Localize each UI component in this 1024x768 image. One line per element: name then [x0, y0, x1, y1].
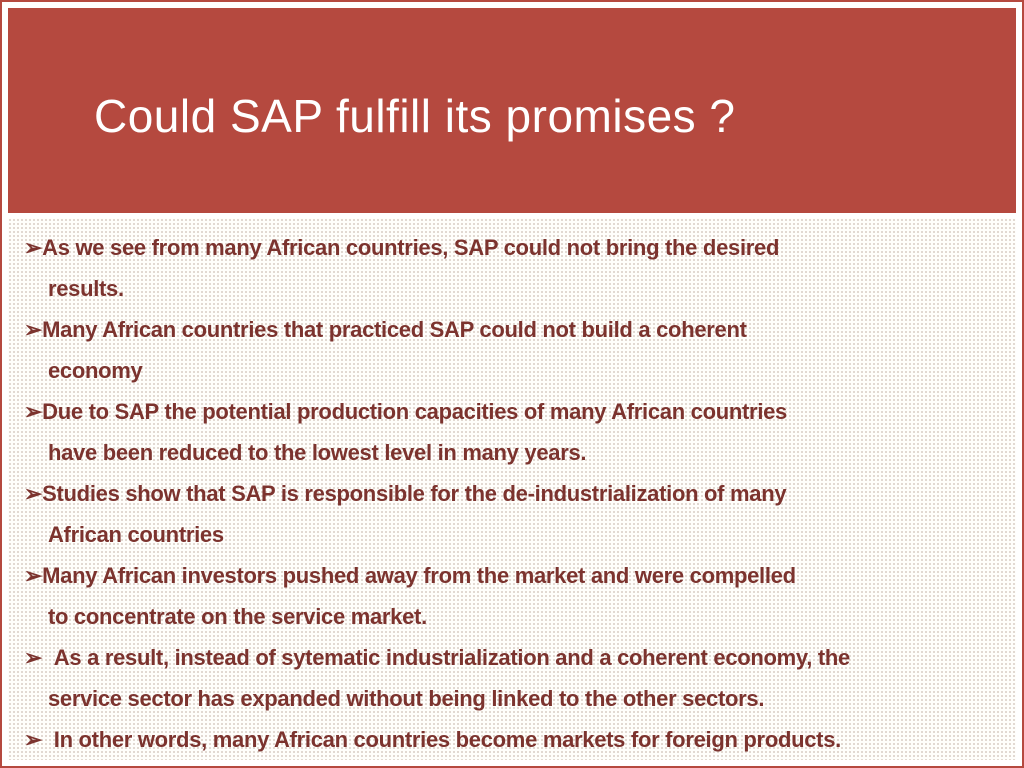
bullet-text: Due to SAP the potential production capa…: [42, 399, 787, 465]
bullet-text: As a result, instead of sytematic indust…: [47, 645, 850, 711]
bullet-arrow-icon: ➢: [24, 727, 43, 752]
bullet-item: ➢ In other words, many African countries…: [24, 719, 1012, 760]
bullet-text: Studies show that SAP is responsible for…: [42, 481, 787, 547]
bullet-item: ➢ As a result, instead of sytematic indu…: [24, 637, 1012, 719]
bullet-item: ➢ Studies show that SAP is responsible f…: [24, 473, 1012, 555]
slide-title: Could SAP fulfill its promises ?: [94, 89, 736, 142]
bullet-list: ➢ As we see from many African countries,…: [24, 227, 1012, 760]
slide-body: ➢ As we see from many African countries,…: [8, 218, 1016, 760]
bullet-text: As we see from many African countries, S…: [42, 235, 780, 301]
bullet-item: ➢ As we see from many African countries,…: [24, 227, 1012, 309]
bullet-arrow-icon: ➢: [24, 645, 43, 670]
bullet-item: ➢ Many African countries that practiced …: [24, 309, 1012, 391]
bullet-arrow-icon: ➢: [24, 481, 43, 506]
bullet-arrow-icon: ➢: [24, 563, 43, 588]
bullet-item: ➢ Many African investors pushed away fro…: [24, 555, 1012, 637]
bullet-item: ➢ Due to SAP the potential production ca…: [24, 391, 1012, 473]
bullet-arrow-icon: ➢: [24, 235, 43, 260]
bullet-arrow-icon: ➢: [24, 317, 43, 342]
bullet-arrow-icon: ➢: [24, 399, 43, 424]
slide-header: Could SAP fulfill its promises ?: [8, 8, 1016, 213]
bullet-text: In other words, many African countries b…: [42, 727, 841, 752]
bullet-text: Many African investors pushed away from …: [42, 563, 796, 629]
bullet-text: Many African countries that practiced SA…: [42, 317, 747, 383]
